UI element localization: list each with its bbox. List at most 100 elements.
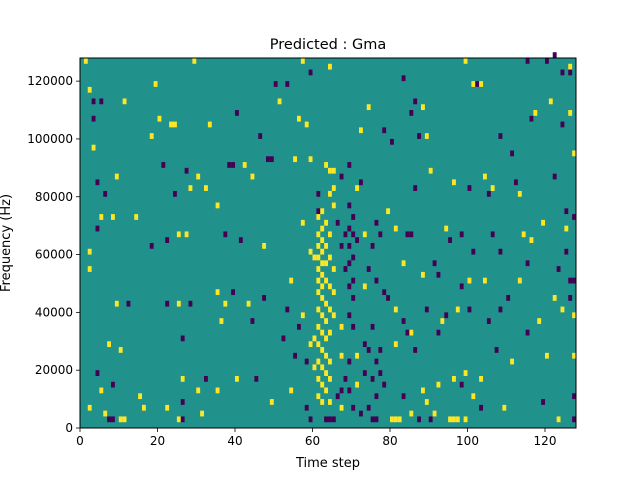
heatmap-cell bbox=[180, 335, 185, 342]
chart-title: Predicted : Gma bbox=[270, 37, 386, 53]
heatmap-cell bbox=[99, 387, 104, 394]
heatmap-cell bbox=[169, 121, 174, 128]
heatmap-cell bbox=[490, 185, 495, 191]
heatmap-cell bbox=[351, 295, 356, 301]
y-axis-label: Frequency (Hz) bbox=[0, 194, 14, 292]
heatmap-cell bbox=[517, 190, 522, 197]
heatmap-cell bbox=[331, 167, 336, 174]
heatmap-cell bbox=[300, 58, 305, 64]
heatmap-cell bbox=[122, 98, 127, 105]
heatmap-cell bbox=[328, 231, 332, 238]
heatmap-cell bbox=[347, 243, 352, 249]
heatmap-cell bbox=[405, 231, 410, 238]
heatmap-cell bbox=[324, 416, 329, 423]
heatmap-cell bbox=[444, 225, 449, 232]
heatmap-cell bbox=[355, 352, 360, 359]
heatmap-cell bbox=[362, 370, 367, 376]
heatmap-cell bbox=[343, 375, 348, 382]
heatmap-cell bbox=[397, 416, 402, 423]
heatmap-cell bbox=[378, 370, 383, 376]
heatmap-cell bbox=[320, 283, 325, 290]
heatmap-cell bbox=[254, 375, 259, 382]
heatmap-cell bbox=[386, 295, 391, 301]
heatmap-cell bbox=[362, 283, 367, 290]
heatmap-cell bbox=[328, 375, 332, 382]
heatmap-cell bbox=[204, 375, 208, 382]
heatmap-cell bbox=[320, 399, 325, 405]
heatmap-cell bbox=[161, 162, 166, 168]
heatmap-cell bbox=[351, 277, 356, 284]
heatmap-cell bbox=[401, 75, 406, 82]
heatmap-cell bbox=[339, 404, 344, 411]
heatmap-cell bbox=[107, 416, 112, 423]
heatmap-cell bbox=[370, 323, 375, 330]
heatmap-cell bbox=[320, 260, 325, 267]
heatmap-cell bbox=[180, 399, 185, 405]
heatmap-cell bbox=[498, 306, 503, 313]
heatmap-cell bbox=[339, 352, 344, 359]
heatmap-cell bbox=[328, 399, 332, 405]
heatmap-cell bbox=[475, 81, 480, 87]
heatmap-cell bbox=[289, 387, 294, 394]
heatmap-cell bbox=[328, 416, 332, 423]
heatmap-cell bbox=[215, 289, 220, 296]
heatmap-cell bbox=[324, 387, 329, 394]
heatmap-cell bbox=[91, 144, 96, 151]
heatmap-cell bbox=[370, 375, 375, 382]
heatmap-cell bbox=[328, 254, 332, 261]
heatmap-cell bbox=[448, 237, 453, 243]
heatmap-cell bbox=[188, 185, 193, 191]
heatmap-cell bbox=[339, 323, 344, 330]
heatmap-cell bbox=[235, 375, 239, 382]
heatmap-cell bbox=[242, 162, 247, 168]
heatmap-cell bbox=[374, 393, 379, 400]
heatmap-cell bbox=[494, 347, 499, 353]
heatmap-cell bbox=[308, 156, 313, 163]
heatmap-cell bbox=[351, 214, 356, 220]
heatmap-cell bbox=[320, 237, 325, 243]
heatmap-cell bbox=[289, 277, 294, 284]
heatmap-cell bbox=[564, 208, 569, 215]
heatmap-cell bbox=[262, 295, 267, 301]
x-axis-label: Time step bbox=[295, 456, 360, 471]
heatmap-cell bbox=[176, 416, 181, 423]
heatmap-cell bbox=[444, 312, 449, 319]
heatmap-cell bbox=[277, 98, 282, 105]
heatmap-cell bbox=[138, 393, 143, 400]
heatmap-cell bbox=[331, 185, 336, 191]
heatmap-cell bbox=[467, 306, 472, 313]
heatmap-cell bbox=[409, 110, 414, 116]
heatmap-cell bbox=[281, 335, 286, 342]
heatmap-cell bbox=[118, 416, 123, 423]
heatmap-cell bbox=[320, 271, 325, 278]
heatmap-cell bbox=[510, 358, 515, 365]
heatmap-cell bbox=[351, 254, 356, 261]
heatmap-cell bbox=[455, 416, 460, 423]
heatmap-cell bbox=[378, 231, 383, 238]
heatmap-cell bbox=[459, 283, 464, 290]
heatmap-cell bbox=[351, 323, 356, 330]
heatmap-cell bbox=[316, 208, 321, 215]
y-tick-label: 80000 bbox=[35, 190, 73, 204]
heatmap-cell bbox=[231, 162, 236, 168]
heatmap-cell bbox=[382, 381, 387, 388]
y-tick-label: 0 bbox=[65, 421, 73, 435]
heatmap-cell bbox=[293, 352, 298, 359]
heatmap-cell bbox=[502, 404, 507, 411]
heatmap-cell bbox=[347, 225, 352, 232]
heatmap-cell bbox=[304, 121, 309, 128]
heatmap-cell bbox=[91, 98, 96, 105]
heatmap-cell bbox=[165, 404, 170, 411]
heatmap-cell bbox=[223, 300, 228, 307]
heatmap-cell bbox=[114, 173, 119, 180]
heatmap-cell bbox=[564, 225, 569, 232]
heatmap-cell bbox=[95, 179, 100, 186]
heatmap-cell bbox=[200, 410, 205, 417]
heatmap-cell bbox=[572, 352, 577, 359]
heatmap-cell bbox=[304, 358, 309, 365]
heatmap-cell bbox=[374, 219, 379, 226]
heatmap-cell bbox=[87, 266, 92, 272]
heatmap-cell bbox=[355, 237, 360, 243]
heatmap-cell bbox=[347, 358, 352, 365]
heatmap-cell bbox=[421, 104, 425, 111]
